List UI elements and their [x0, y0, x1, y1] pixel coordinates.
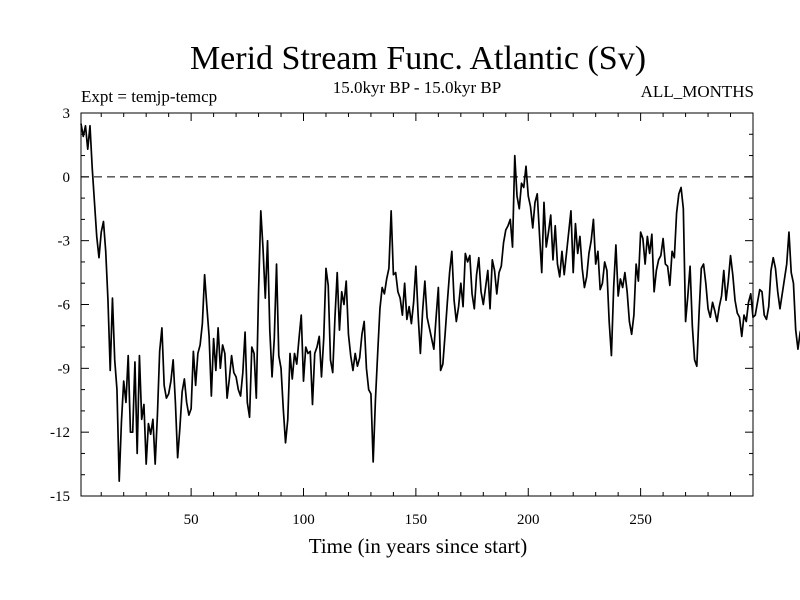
x-tick-label: 250	[629, 512, 652, 528]
subtitle-center: 15.0kyr BP - 15.0kyr BP	[333, 78, 501, 97]
x-tick-label: 200	[517, 512, 540, 528]
y-tick-label: -6	[58, 298, 71, 314]
y-tick-label: 3	[63, 106, 71, 122]
series-line-0	[80, 123, 800, 482]
x-tick-label: 100	[292, 512, 315, 528]
x-tick-label: 150	[405, 512, 428, 528]
subtitle-left: Expt = temjp-temcp	[81, 87, 217, 106]
y-tick-label: -15	[50, 489, 70, 505]
plot-area: 3 0 -3 -6 -9 -12 -15 50 100 150 200 250	[50, 106, 800, 528]
y-tick-label: 0	[63, 170, 71, 186]
x-tick-label: 50	[184, 512, 199, 528]
x-axis-label: Time (in years since start)	[309, 534, 528, 558]
y-tick-label: -9	[58, 361, 71, 377]
y-tick-label: -3	[58, 234, 71, 250]
chart-title: Merid Stream Func. Atlantic (Sv)	[190, 40, 646, 77]
subtitle-right: ALL_MONTHS	[641, 82, 754, 101]
y-tick-label: -12	[50, 425, 70, 441]
